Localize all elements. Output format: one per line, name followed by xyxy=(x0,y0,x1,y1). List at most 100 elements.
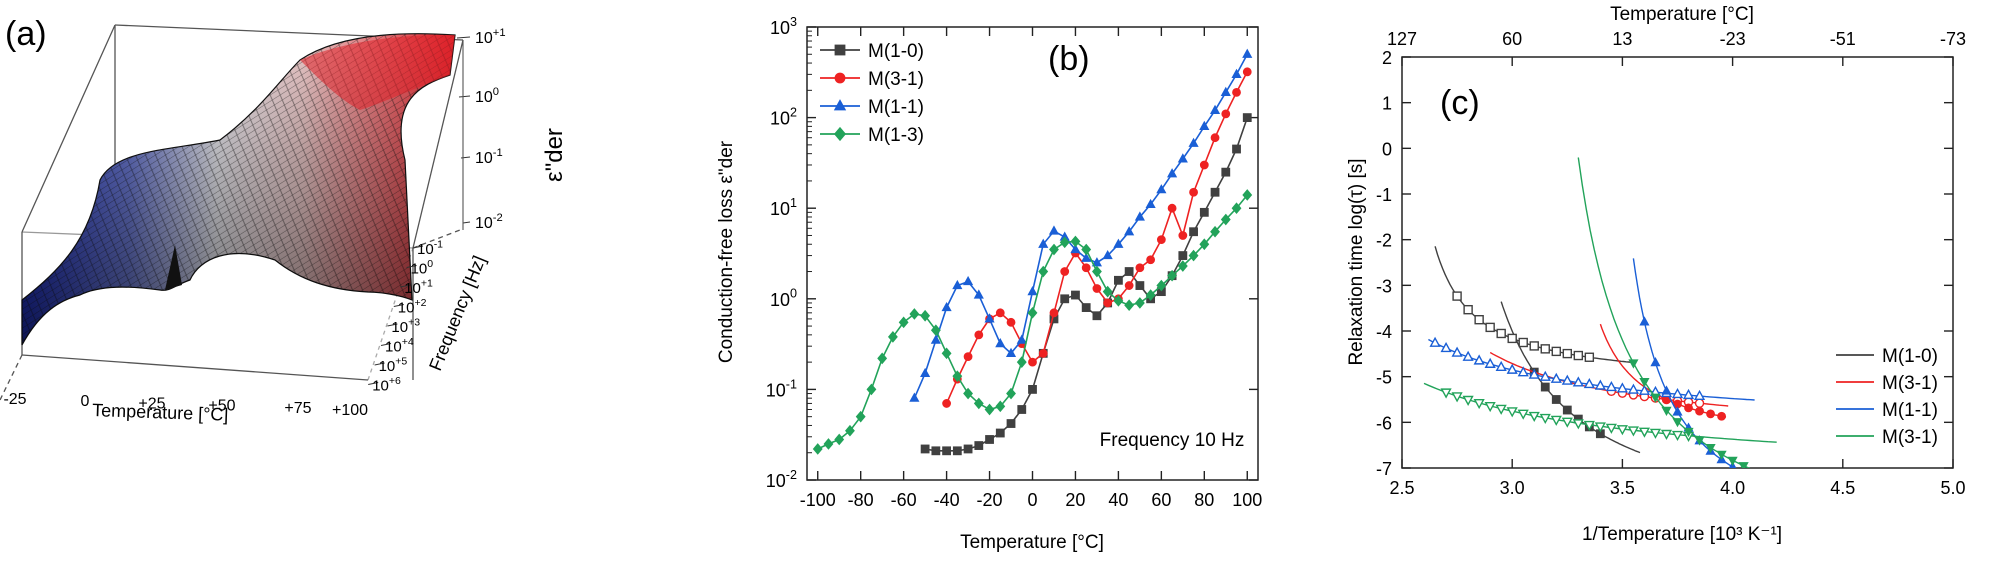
x-tick-label: -100 xyxy=(800,490,836,510)
data-point xyxy=(1167,168,1178,178)
data-point xyxy=(1716,450,1727,460)
data-point xyxy=(1038,348,1048,358)
data-point xyxy=(887,331,898,343)
data-point xyxy=(1717,411,1726,421)
data-point xyxy=(1005,347,1017,357)
data-point xyxy=(1605,423,1617,434)
data-point xyxy=(1199,238,1210,251)
panel-label-b: (b) xyxy=(1048,40,1090,78)
z-tick-label: 10-2 xyxy=(475,212,503,232)
x-tick-label: -80 xyxy=(848,490,874,510)
data-point xyxy=(1210,225,1220,238)
y-tick-label: -5 xyxy=(1376,368,1392,388)
z-axis-label: ε"der xyxy=(541,128,568,182)
top-tick-label: 13 xyxy=(1612,29,1632,49)
data-point xyxy=(1517,409,1529,420)
x-ticks: 2.5 3.0 3.5 4.0 4.5 5.0 xyxy=(1389,459,1966,498)
surface-spike xyxy=(165,245,182,290)
data-point xyxy=(1060,267,1070,276)
legend-label: M(3-1) xyxy=(868,69,924,90)
data-point xyxy=(1451,346,1463,357)
series-group xyxy=(1423,157,1777,468)
data-point xyxy=(1473,354,1485,365)
data-point xyxy=(812,443,823,455)
top-tick-label: 60 xyxy=(1502,29,1522,49)
y-tick-label: -3 xyxy=(1376,276,1392,296)
y-tick-label: 10+1 xyxy=(404,277,433,297)
y-tick-label: 1 xyxy=(1382,94,1392,114)
y-tick-mark xyxy=(380,343,392,346)
data-point xyxy=(1507,333,1517,344)
surface-chart-a: -25 0 +25 +50 +75 +100 10-110010+110+210+310+… xyxy=(0,15,568,425)
data-point xyxy=(1081,263,1091,273)
data-point xyxy=(920,367,931,378)
data-point xyxy=(1693,389,1706,400)
data-point xyxy=(1189,187,1198,197)
data-point xyxy=(1167,203,1177,213)
data-point xyxy=(1605,380,1617,392)
data-point xyxy=(930,334,941,344)
data-point xyxy=(941,347,952,360)
z-tick-mark xyxy=(456,36,471,39)
data-point xyxy=(1006,387,1016,400)
data-point xyxy=(1028,384,1037,394)
data-point xyxy=(1540,382,1550,392)
series-M(1-1) xyxy=(909,48,1253,402)
data-point xyxy=(920,444,930,454)
data-point xyxy=(1199,160,1209,170)
surface-shading xyxy=(22,33,455,345)
data-point xyxy=(1049,308,1059,318)
x-ticks: -100 -80 -60 -40 -20 0 20 40 60 80 100 xyxy=(800,27,1262,510)
x-tick-label: 5.0 xyxy=(1940,478,1965,498)
data-point xyxy=(1573,350,1584,361)
y-ticks: -7 -6 -5 -4 -3 -2 -1 0 1 2 xyxy=(1376,48,1953,479)
y-tick-label: 10+2 xyxy=(398,297,427,317)
data-point xyxy=(1705,443,1716,454)
data-point xyxy=(1113,294,1124,307)
data-point xyxy=(920,309,931,322)
y-axis-label: Relaxation time log(τ) [s] xyxy=(1346,158,1367,365)
y-tick-label: 0 xyxy=(1382,139,1392,159)
data-point xyxy=(1220,86,1231,96)
data-point xyxy=(963,352,973,362)
series-M(3-1) xyxy=(942,67,1252,408)
surface-peak xyxy=(300,34,455,110)
data-point xyxy=(1429,336,1441,347)
data-point xyxy=(1440,341,1452,353)
x-tick-label: 4.5 xyxy=(1830,478,1855,498)
x-tick-label: +100 xyxy=(332,402,368,419)
data-point xyxy=(1102,249,1113,260)
z-tick-mark xyxy=(460,156,471,159)
data-point xyxy=(1463,304,1473,315)
data-point xyxy=(1495,404,1507,415)
top-tick-label: -23 xyxy=(1720,29,1746,49)
data-point xyxy=(1694,398,1705,408)
legend-label: M(1-1) xyxy=(1882,400,1938,421)
data-point xyxy=(1059,236,1070,249)
data-point xyxy=(963,387,973,400)
data-point xyxy=(1242,67,1252,77)
data-point xyxy=(1081,252,1092,262)
data-point xyxy=(1550,372,1562,383)
data-point xyxy=(1038,265,1049,278)
data-point xyxy=(985,435,994,444)
data-point xyxy=(1572,419,1584,430)
legend-marker xyxy=(833,126,847,142)
data-point xyxy=(952,279,963,290)
data-point xyxy=(952,446,962,456)
data-point xyxy=(1495,360,1507,372)
data-point xyxy=(1572,376,1584,387)
data-point xyxy=(1485,322,1495,333)
x-tick-label: 20 xyxy=(1065,490,1085,510)
y-tick-label: -2 xyxy=(1376,231,1392,251)
data-point xyxy=(1583,420,1595,432)
data-point xyxy=(1551,395,1561,404)
data-point xyxy=(1006,317,1016,327)
data-point xyxy=(1540,344,1550,354)
data-point xyxy=(1221,109,1231,119)
data-point xyxy=(1231,202,1242,215)
data-point xyxy=(1639,316,1650,326)
y-tick-label: -6 xyxy=(1376,413,1392,433)
data-point xyxy=(974,441,984,450)
x-tick-label: 2.5 xyxy=(1389,478,1414,498)
